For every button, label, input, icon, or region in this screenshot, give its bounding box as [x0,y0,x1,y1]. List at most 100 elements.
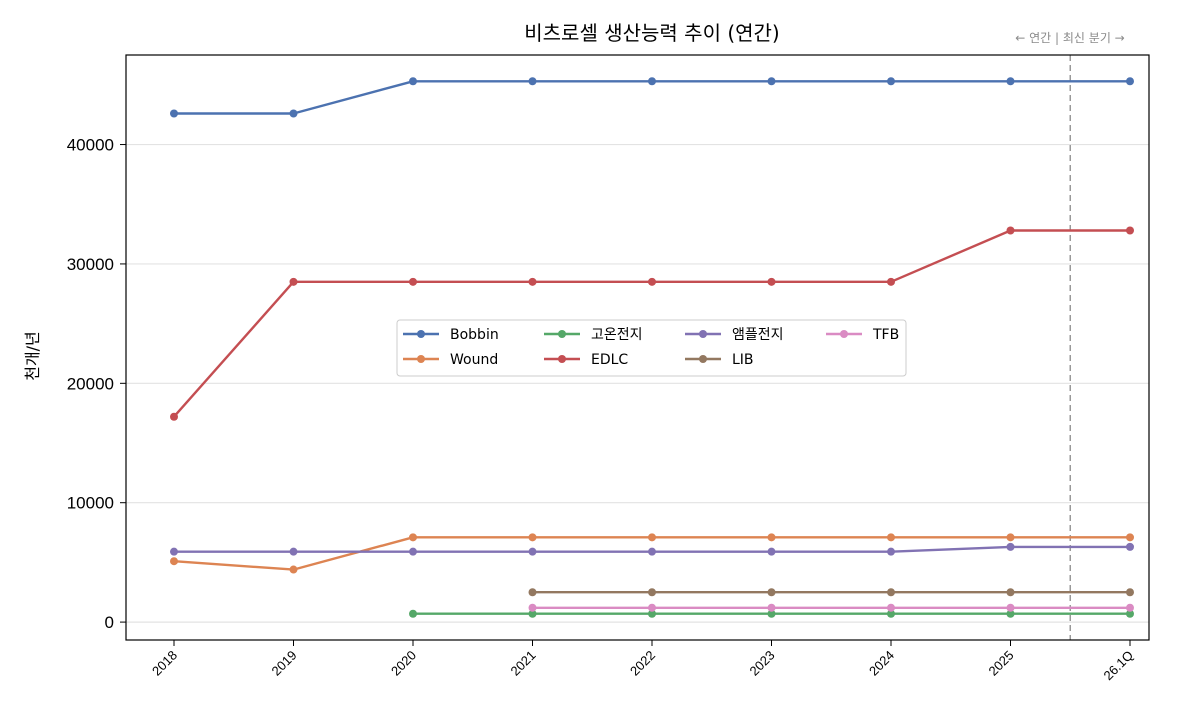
data-point [648,533,656,542]
data-point [887,609,895,618]
x-tick-label: 2018 [149,648,180,679]
data-point [528,533,537,542]
y-axis-label: 천개/년 [23,331,42,381]
legend-swatch-marker [840,330,848,338]
legend-swatch-marker [417,355,425,363]
data-point [409,609,417,618]
x-tick-label: 2021 [508,648,539,679]
y-tick-label: 20000 [67,374,114,393]
data-point [528,603,537,612]
data-point [1006,542,1015,551]
data-point [648,547,656,556]
data-point [409,533,417,542]
data-point [1006,588,1015,597]
legend-label: LIB [732,352,754,368]
data-point [528,77,537,86]
series-Wound [170,533,1134,574]
legend-item: EDLC [544,352,628,368]
data-point [170,412,178,421]
legend-item: Wound [403,352,498,368]
x-tick-label: 2020 [388,648,419,679]
series-EDLC [170,226,1134,421]
data-point [648,609,656,618]
series-고온전지 [409,609,1134,618]
data-point [528,588,537,597]
data-point [409,277,417,286]
data-point [409,77,417,86]
legend-label: 고온전지 [591,327,643,343]
series-Bobbin [170,77,1134,118]
data-point [887,277,895,286]
data-point [648,77,656,86]
data-point [1126,542,1134,551]
legend-swatch-marker [699,330,707,338]
chart-title: 비츠로셀 생산능력 추이 (연간) [524,21,779,45]
series-LIB [528,588,1134,597]
legend-item: 고온전지 [544,327,643,343]
y-tick-label: 30000 [67,255,114,274]
axis-layer: 0 10000 20000 30000 40000 2018 2019 2020 2021 202… [67,136,1136,684]
series-TFB [528,603,1134,612]
series-layer [170,77,1134,618]
data-point [170,557,178,566]
data-point [528,547,537,556]
data-point [767,609,776,618]
data-point [289,547,298,556]
data-point [1126,77,1134,86]
legend-swatch-marker [558,355,566,363]
data-point [1006,603,1015,612]
data-point [1126,226,1134,235]
x-tick-label: 2025 [986,648,1017,679]
series-line [174,80,1130,115]
legend-swatch-marker [417,330,425,338]
data-point [767,533,776,542]
data-point [648,277,656,286]
data-point [1126,533,1134,542]
data-point [1006,533,1015,542]
data-point [528,609,537,618]
data-point [767,547,776,556]
data-point [887,77,895,86]
data-point [1006,77,1015,86]
legend-item: LIB [685,352,754,368]
legend-label: TFB [872,327,899,343]
x-tick-label: 2022 [627,648,658,679]
data-point [887,603,895,612]
data-point [1126,588,1134,597]
data-point [289,109,298,118]
period-annotation: ← 연간 | 최신 분기 → [1015,31,1124,45]
data-point [1006,609,1015,618]
legend-label: EDLC [591,352,628,368]
data-point [289,565,298,574]
grid-layer [126,143,1149,623]
plot-frame [125,54,1150,641]
data-point [887,533,895,542]
legend-item: 앰플전지 [685,327,784,343]
legend-label: Bobbin [450,327,499,343]
data-point [887,547,895,556]
y-tick-label: 10000 [67,494,114,513]
y-tick-label: 0 [105,613,114,632]
data-point [767,588,776,597]
legend-label: Wound [450,352,498,368]
legend-box [396,319,907,377]
data-point [289,277,298,286]
x-tick-label: 2023 [747,648,778,679]
data-point [528,277,537,286]
data-point [170,547,178,556]
legend-swatch-marker [558,330,566,338]
x-tick-label: 2019 [269,648,300,679]
data-point [409,547,417,556]
data-point [648,603,656,612]
data-point [170,109,178,118]
data-point [887,588,895,597]
x-tick-label: 2024 [866,648,897,679]
legend-label: 앰플전지 [732,327,784,343]
data-point [1126,603,1134,612]
y-tick-label: 40000 [67,136,114,155]
x-tick-label: 26.1Q [1100,648,1136,684]
series-앰플전지 [170,542,1134,556]
legend-item: Bobbin [403,327,499,343]
legend-swatch-marker [699,355,707,363]
